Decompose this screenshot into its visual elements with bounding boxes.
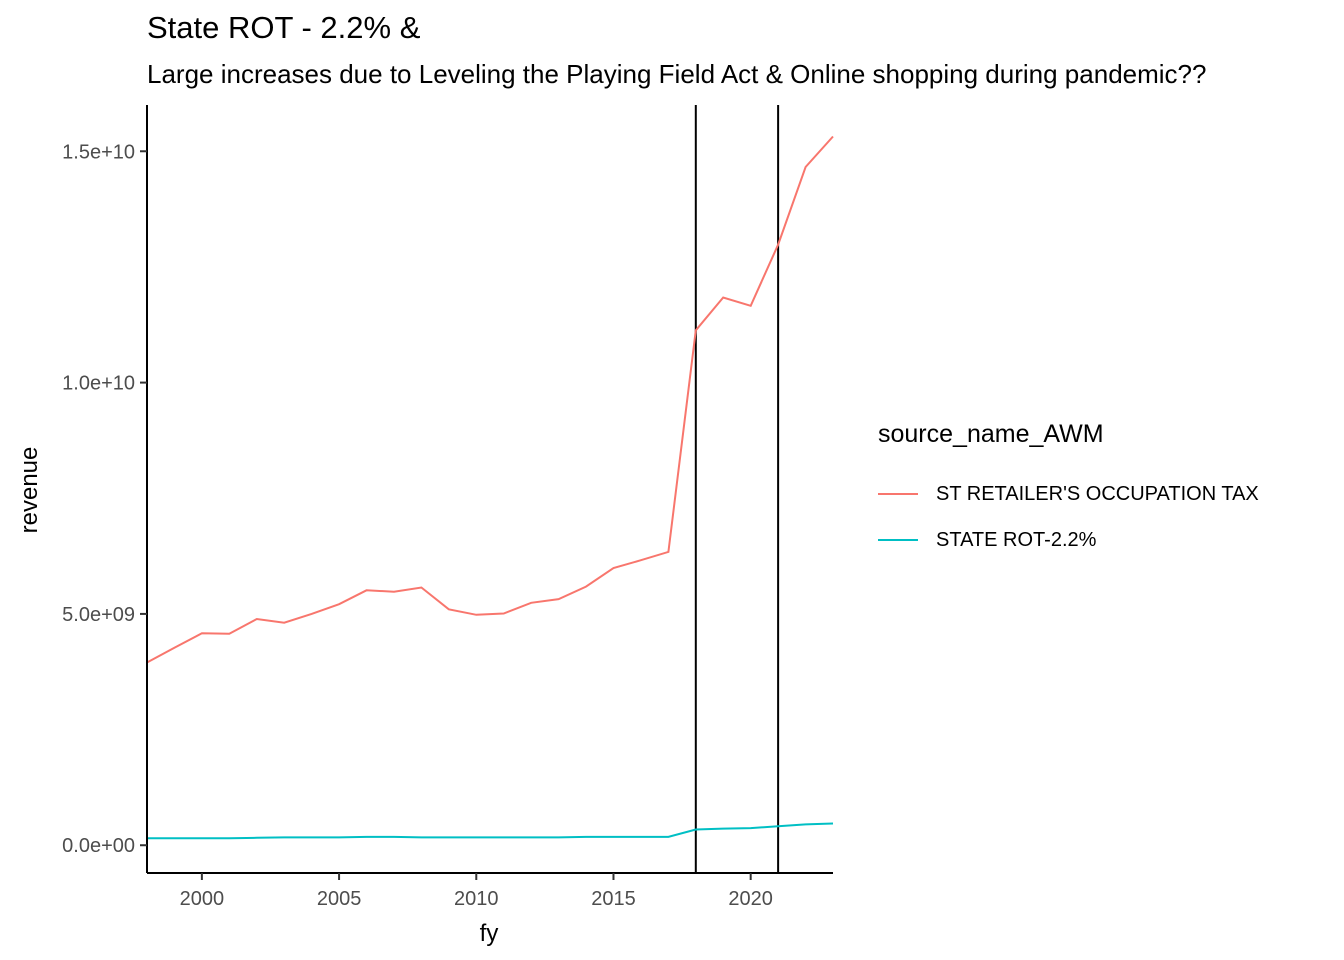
legend-key-line: [878, 539, 918, 541]
x-tick-label: 2005: [317, 888, 362, 910]
series-line-0: [146, 135, 834, 664]
series-line-1: [147, 822, 834, 840]
x-tick-label: 2000: [180, 888, 225, 910]
y-tick-label: 5.0e+09: [62, 604, 135, 626]
x-tick-label: 2020: [728, 888, 773, 910]
y-tick-label: 1.5e+10: [62, 141, 135, 163]
series-lines: [146, 135, 834, 840]
legend-label: STATE ROT-2.2%: [936, 528, 1097, 551]
y-axis-title: revenue: [16, 447, 43, 534]
x-tick-label: 2010: [454, 888, 499, 910]
legend-item-retailers-occupation-tax: ST RETAILER'S OCCUPATION TAX: [878, 471, 1259, 517]
legend-label: ST RETAILER'S OCCUPATION TAX: [936, 482, 1259, 505]
x-axis-title: fy: [480, 920, 499, 947]
chart-title: State ROT - 2.2% &: [147, 10, 421, 45]
chart-subtitle: Large increases due to Leveling the Play…: [147, 59, 1207, 89]
y-tick-label: 1.0e+10: [62, 373, 135, 395]
y-tick-label: 0.0e+00: [62, 835, 135, 857]
x-tick-label: 2015: [591, 888, 636, 910]
axes: 2000 2005 2010 2015 2020 0.0e+00 5.0e+09 1.0e+1…: [62, 105, 833, 910]
legend-item-state-rot-2-2: STATE ROT-2.2%: [878, 517, 1259, 563]
reference-lines: [694, 105, 780, 873]
legend-key-line: [878, 493, 918, 495]
legend: source_name_AWM ST RETAILER'S OCCUPATION…: [878, 420, 1259, 563]
legend-title: source_name_AWM: [878, 420, 1104, 448]
